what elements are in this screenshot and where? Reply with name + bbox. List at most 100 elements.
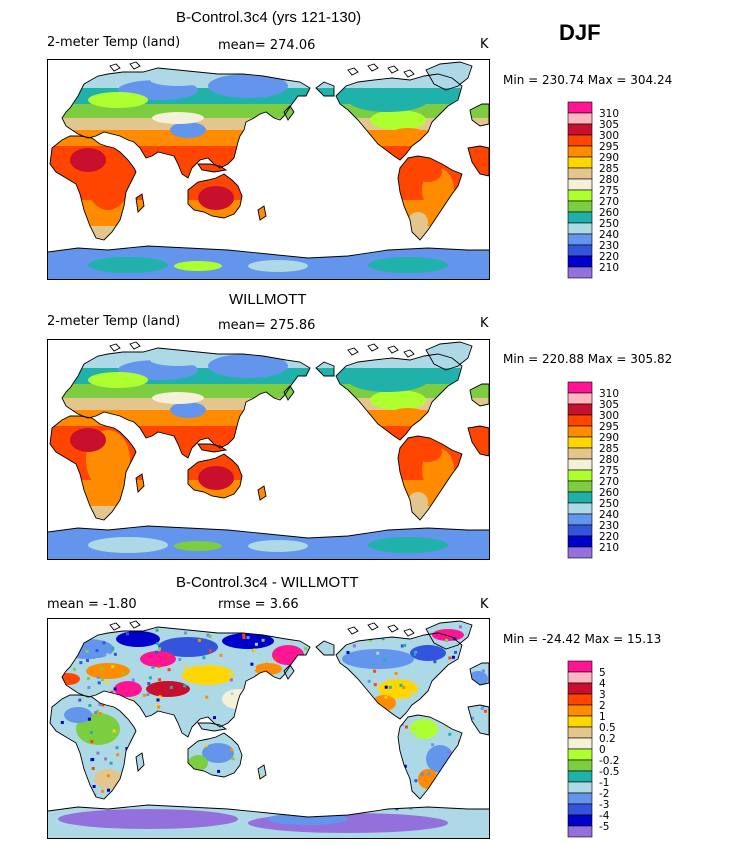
colorbar-swatch	[567, 737, 593, 750]
coastline-nz	[257, 764, 267, 780]
colorbar-swatch	[567, 200, 593, 213]
coastline-africaEast	[467, 704, 489, 736]
colorbar-label: 300	[599, 410, 619, 422]
colorbar-swatch	[567, 447, 593, 460]
coastline-nz	[257, 485, 267, 501]
colorbar-label: 3	[599, 689, 606, 701]
coastline-africa	[49, 135, 137, 241]
colorbar-swatch	[567, 469, 593, 482]
colorbar-label: 250	[599, 498, 619, 510]
colorbar-swatch	[567, 403, 593, 416]
colorbar-label: 220	[599, 251, 619, 263]
colorbar-swatch	[567, 814, 593, 827]
colorbar-label: 0.2	[599, 733, 616, 745]
panel-1-colorbar-canvas: 3103053002952902852802752702602502402302…	[567, 101, 619, 279]
panel-2-units: K	[480, 316, 489, 331]
panel-1-colorbar: 310 305 300 295 290 285 280 275 270 260 250 240 230 2…	[567, 101, 637, 279]
colorbar-label: 310	[599, 388, 619, 400]
colorbar-swatch	[567, 101, 593, 114]
colorbar-label: 230	[599, 520, 619, 532]
panel-3-mean-label: mean = -1.80	[47, 597, 137, 612]
colorbar-swatch	[567, 825, 593, 838]
coastline-africa	[49, 415, 137, 521]
coastline-eurasia	[61, 67, 311, 179]
colorbar-swatch	[567, 660, 593, 673]
colorbar-swatch	[567, 502, 593, 515]
colorbar-swatch	[567, 112, 593, 125]
colorbar-label: 260	[599, 487, 619, 499]
colorbar-swatch	[567, 167, 593, 180]
colorbar-label: 0.5	[599, 722, 616, 734]
colorbar-swatch	[567, 266, 593, 279]
colorbar-swatch	[567, 792, 593, 805]
colorbar-swatch	[567, 715, 593, 728]
coastline-alaskaTip	[315, 640, 335, 656]
colorbar-label: 295	[599, 141, 619, 153]
panel-2-minmax: Min = 220.88 Max = 305.82	[503, 352, 673, 366]
colorbar-label: 240	[599, 509, 619, 521]
panel-1-variable-label: 2-meter Temp (land)	[47, 35, 181, 50]
colorbar-swatch	[567, 458, 593, 471]
colorbar-label: 4	[599, 678, 606, 690]
colorbar-label: 220	[599, 531, 619, 543]
coastline-alaskaTip	[315, 361, 335, 377]
colorbar-label: 285	[599, 443, 619, 455]
coastline-japan	[283, 664, 295, 680]
coastline-indonesia	[197, 443, 228, 453]
colorbar-swatch	[567, 189, 593, 202]
colorbar-swatch	[567, 704, 593, 717]
panel-2-colorbar-canvas: 3103053002952902852802752702602502402302…	[567, 381, 619, 559]
colorbar-swatch	[567, 244, 593, 257]
coastline-namerica	[335, 73, 463, 161]
colorbar-label: 270	[599, 196, 619, 208]
panel-3-map-canvas	[48, 619, 489, 838]
colorbar-swatch	[567, 524, 593, 537]
colorbar-swatch	[567, 156, 593, 169]
colorbar-label: -5	[599, 821, 609, 833]
coastline-alaskaTip	[315, 81, 335, 97]
panel-2-map-canvas	[48, 340, 489, 559]
colorbar-label: 210	[599, 262, 619, 274]
coastline-samerica	[397, 435, 463, 521]
colorbar-swatch	[567, 255, 593, 268]
colorbar-swatch	[567, 436, 593, 449]
colorbar-swatch	[567, 513, 593, 526]
panel-1-minmax: Min = 230.74 Max = 304.24	[503, 73, 673, 87]
panel-1-mean-label: mean= 274.06	[218, 38, 316, 53]
colorbar-label: 275	[599, 465, 619, 477]
panel-2-variable-label: 2-meter Temp (land)	[47, 314, 181, 329]
coastline-japan	[283, 105, 295, 121]
colorbar-swatch	[567, 134, 593, 147]
colorbar-swatch	[567, 211, 593, 224]
colorbar-label: 305	[599, 119, 619, 131]
colorbar-label: 260	[599, 207, 619, 219]
colorbar-label: 305	[599, 399, 619, 411]
coastline-namerica	[335, 353, 463, 441]
colorbar-swatch	[567, 480, 593, 493]
panel-1-map-canvas	[48, 60, 489, 279]
colorbar-swatch	[567, 491, 593, 504]
colorbar-swatch	[567, 178, 593, 191]
colorbar-label: 2	[599, 700, 606, 712]
coastline-europeEdge	[469, 383, 489, 407]
colorbar-label: 210	[599, 542, 619, 554]
colorbar-swatch	[567, 381, 593, 394]
coastline-madagascar	[135, 193, 145, 213]
coastline-namerica	[335, 632, 463, 720]
coastline-madagascar	[135, 473, 145, 493]
colorbar-swatch	[567, 414, 593, 427]
colorbar-swatch	[567, 222, 593, 235]
coastline-japan	[283, 385, 295, 401]
colorbar-swatch	[567, 781, 593, 794]
panel-1-units: K	[480, 37, 489, 52]
colorbar-swatch	[567, 693, 593, 706]
colorbar-label: 250	[599, 218, 619, 230]
season-label: DJF	[559, 20, 601, 45]
coastline-australia	[187, 173, 243, 219]
colorbar-label: -0.5	[599, 766, 620, 778]
colorbar-swatch	[567, 759, 593, 772]
coastline-africaEast	[467, 425, 489, 457]
colorbar-label: 280	[599, 454, 619, 466]
colorbar-swatch	[567, 123, 593, 136]
panel-3-rmse-label: rmse = 3.66	[218, 597, 299, 612]
